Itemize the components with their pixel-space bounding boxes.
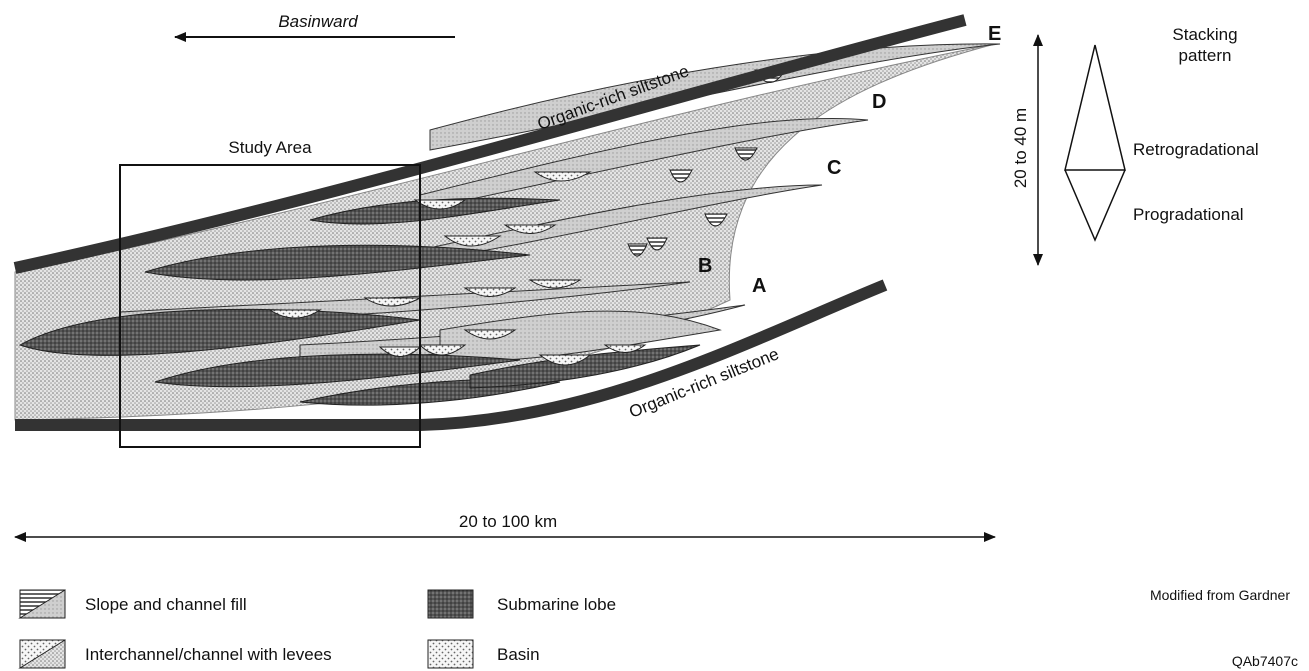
page: {"labels": {"basinward": "Basinward", "u… <box>0 0 1309 671</box>
study-area-label: Study Area <box>228 138 312 157</box>
source-note: Modified from Gardner <box>1150 587 1290 603</box>
thickness-label: 20 to 40 m <box>1011 108 1030 188</box>
basinward-label: Basinward <box>278 12 358 31</box>
legend-swatch <box>428 640 473 668</box>
figure-id: QAb7407c <box>1232 653 1298 669</box>
sequence-label: B <box>698 255 712 277</box>
stacking-upper: Retrogradational <box>1133 140 1259 159</box>
sequence-label: D <box>872 91 886 113</box>
legend-label: Slope and channel fill <box>85 595 247 614</box>
stacking-diamond <box>1065 45 1125 240</box>
legend-label: Basin <box>497 645 540 664</box>
stacking-lower: Progradational <box>1133 205 1244 224</box>
sequence-label: C <box>827 157 841 179</box>
stacking-title: pattern <box>1179 46 1232 65</box>
diagram: Basinward <box>0 0 1309 671</box>
legend-swatch <box>428 590 473 618</box>
sequence-label: A <box>752 275 766 297</box>
sequence-label: E <box>988 23 1001 45</box>
legend-label: Submarine lobe <box>497 595 616 614</box>
legend: Slope and channel fill Interchannel/chan… <box>20 590 616 668</box>
stacking-title: Stacking <box>1172 25 1237 44</box>
width-label: 20 to 100 km <box>459 512 557 531</box>
legend-label: Interchannel/channel with levees <box>85 645 332 664</box>
